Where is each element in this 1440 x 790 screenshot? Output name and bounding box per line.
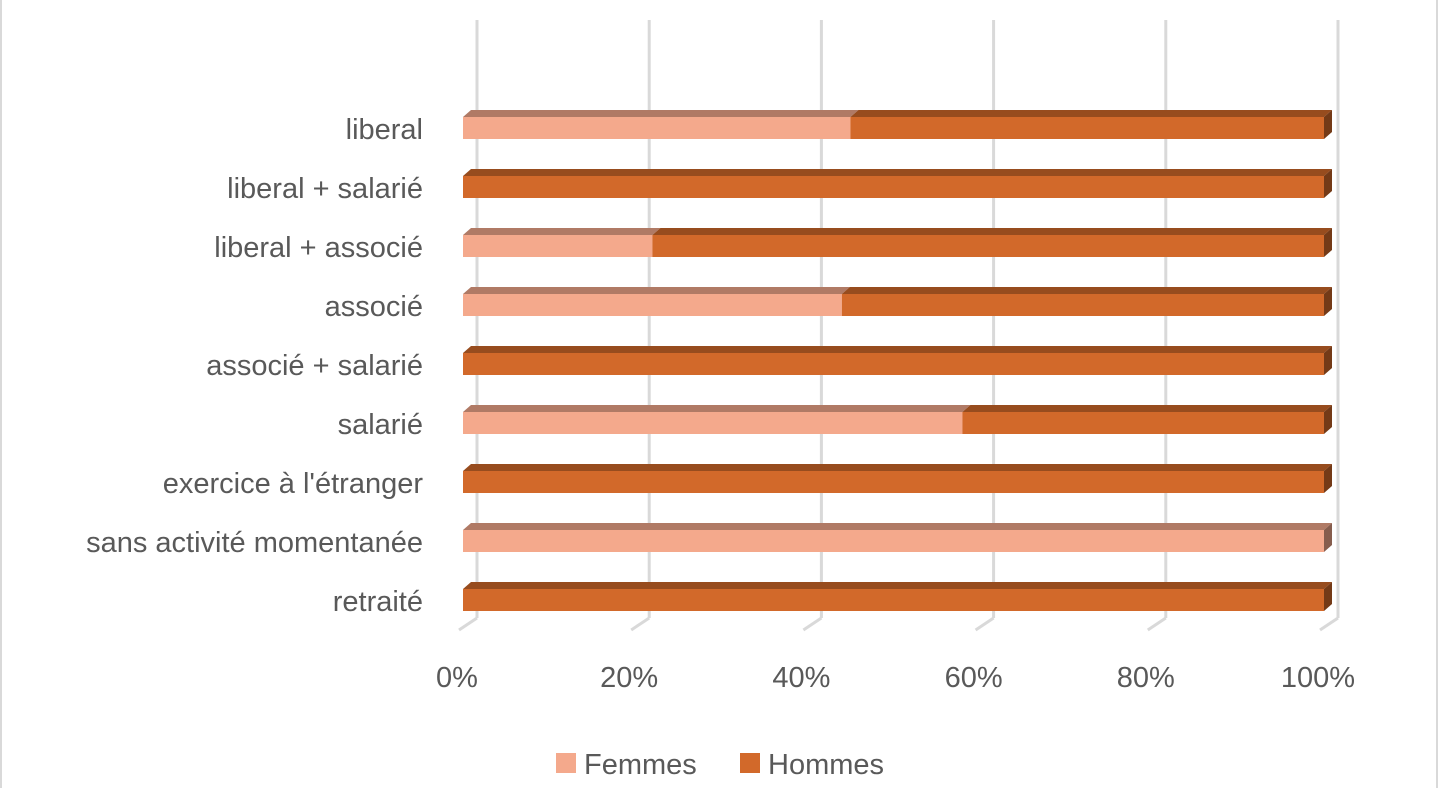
bar-front: [652, 235, 1324, 257]
bar-femmes: [463, 228, 661, 257]
x-tick-label: 100%: [1281, 662, 1355, 694]
bar-top: [652, 228, 1332, 235]
bar-front: [850, 117, 1324, 139]
bar-top: [841, 287, 1332, 294]
bar-hommes: [652, 228, 1332, 257]
bar-top: [463, 228, 661, 235]
bar-top: [463, 523, 1332, 530]
x-tick-label: 20%: [600, 662, 658, 694]
legend-swatch: [556, 753, 576, 773]
bar-side: [1324, 287, 1332, 316]
bar-hommes: [841, 287, 1332, 316]
gridline-floor: [630, 616, 651, 632]
category-labels: liberal liberal + salarié liberal + associ…: [86, 114, 423, 618]
bar-hommes: [463, 346, 1332, 375]
gridline-floor: [1319, 616, 1339, 632]
bar-top: [463, 582, 1332, 589]
category-label: liberal + salarié: [227, 173, 423, 205]
category-label: associé + salarié: [206, 350, 423, 382]
bar-top: [850, 110, 1332, 117]
bar-front: [463, 530, 1324, 552]
bar-femmes: [463, 110, 859, 139]
bar-side: [1324, 582, 1332, 611]
bar-front: [463, 294, 842, 316]
legend-label: Hommes: [768, 749, 884, 781]
category-label: exercice à l'étranger: [163, 468, 424, 500]
category-label: liberal + associé: [214, 232, 423, 264]
bar-femmes: [463, 405, 971, 434]
category-label: liberal: [346, 114, 423, 146]
bar-side: [1324, 523, 1332, 552]
gridline-floor: [1146, 616, 1167, 632]
x-tick-label: 40%: [772, 662, 830, 694]
bar-side: [1324, 464, 1332, 493]
category-label: salarié: [338, 409, 423, 441]
bar-front: [463, 117, 851, 139]
bar-front: [463, 176, 1324, 198]
legend-swatch: [740, 753, 760, 773]
bar-femmes: [463, 287, 850, 316]
bar-front: [841, 294, 1324, 316]
bar-hommes: [962, 405, 1332, 434]
x-tick-label: 60%: [945, 662, 1003, 694]
bar-hommes: [463, 464, 1332, 493]
category-label: associé: [325, 291, 423, 323]
bar-front: [463, 235, 653, 257]
bar-top: [962, 405, 1332, 412]
bar-top: [463, 346, 1332, 353]
legend-item-hommes: Hommes: [740, 749, 884, 781]
bar-hommes: [463, 582, 1332, 611]
category-label: sans activité momentanée: [86, 527, 423, 559]
bar-top: [463, 405, 971, 412]
bar-top: [463, 287, 850, 294]
bar-front: [463, 412, 963, 434]
legend-item-femmes: Femmes: [556, 749, 697, 781]
bar-hommes: [850, 110, 1332, 139]
bar-front: [463, 471, 1324, 493]
bar-side: [1324, 169, 1332, 198]
bar-front: [463, 589, 1324, 611]
bar-side: [1324, 346, 1332, 375]
bar-front: [463, 353, 1324, 375]
gridline-floor: [458, 616, 478, 632]
bar-side: [1324, 110, 1332, 139]
x-tick-label: 80%: [1117, 662, 1175, 694]
bar-top: [463, 169, 1332, 176]
bar-hommes: [463, 169, 1332, 198]
bar-side: [1324, 405, 1332, 434]
bar-femmes: [463, 523, 1332, 552]
bar-top: [463, 464, 1332, 471]
legend: Femmes Hommes: [556, 749, 884, 781]
bar-top: [463, 110, 859, 117]
bar-front: [962, 412, 1324, 434]
x-tick-labels: 0% 20% 40% 60% 80% 100%: [436, 662, 1355, 694]
legend-label: Femmes: [584, 749, 697, 781]
gridline-floor: [974, 616, 995, 632]
bars: [463, 110, 1332, 611]
category-label: retraité: [333, 586, 423, 618]
bar-side: [1324, 228, 1332, 257]
x-tick-label: 0%: [436, 662, 478, 694]
gridline-floor: [802, 616, 823, 632]
